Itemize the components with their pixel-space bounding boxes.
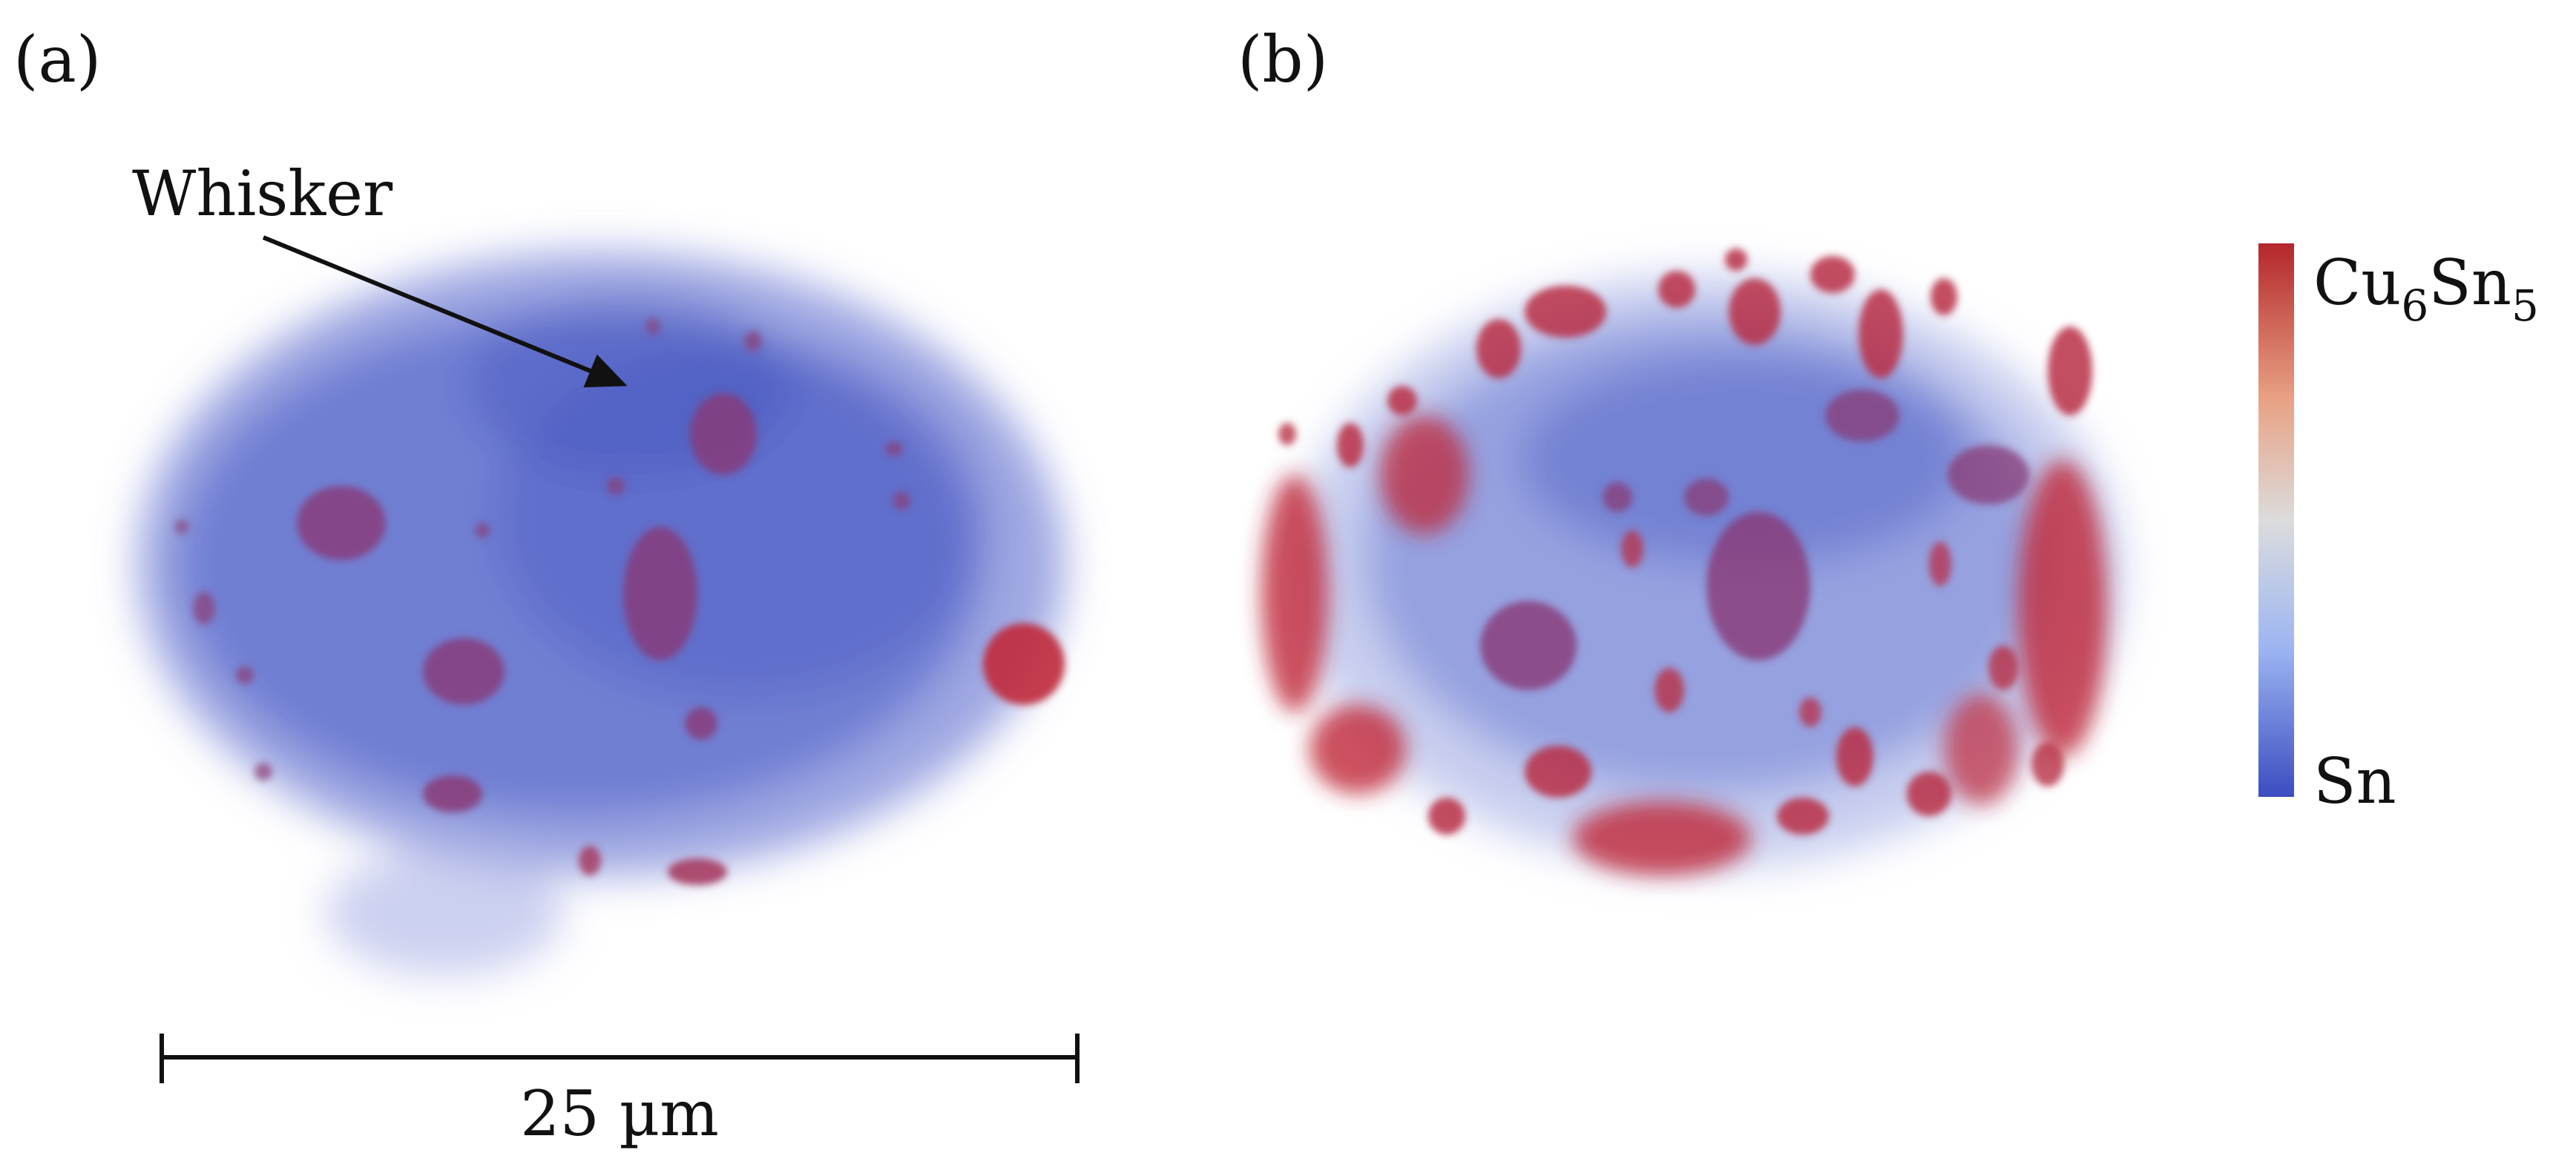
panel-label-a: (a)	[13, 23, 101, 97]
sn-volume-a	[137, 252, 1065, 976]
colorbar	[2258, 243, 2294, 797]
scale-bar-label: 25 µm	[520, 1077, 719, 1150]
panel-label-b: (b)	[1238, 23, 1328, 97]
scale-bar	[160, 1034, 1080, 1083]
volume-render-b	[1261, 249, 2122, 876]
volume-render-a	[137, 252, 1065, 976]
colorbar-top-base1: Cu	[2313, 246, 2401, 319]
whisker-annotation-label: Whisker	[132, 157, 393, 230]
cu6sn5-particles-b	[1278, 249, 2092, 835]
whisker-arrow	[262, 235, 628, 388]
cu6sn5-rim-b	[1261, 415, 2107, 876]
colorbar-top-base2: Sn	[2428, 246, 2511, 319]
colorbar-bottom-label: Sn	[2313, 745, 2396, 818]
colorbar-top-sub1: 6	[2401, 280, 2428, 331]
colorbar-top-label: Cu6Sn5	[2313, 246, 2539, 331]
colorbar-top-sub2: 5	[2511, 280, 2539, 331]
cu6sn5-particles-a	[174, 318, 1065, 885]
